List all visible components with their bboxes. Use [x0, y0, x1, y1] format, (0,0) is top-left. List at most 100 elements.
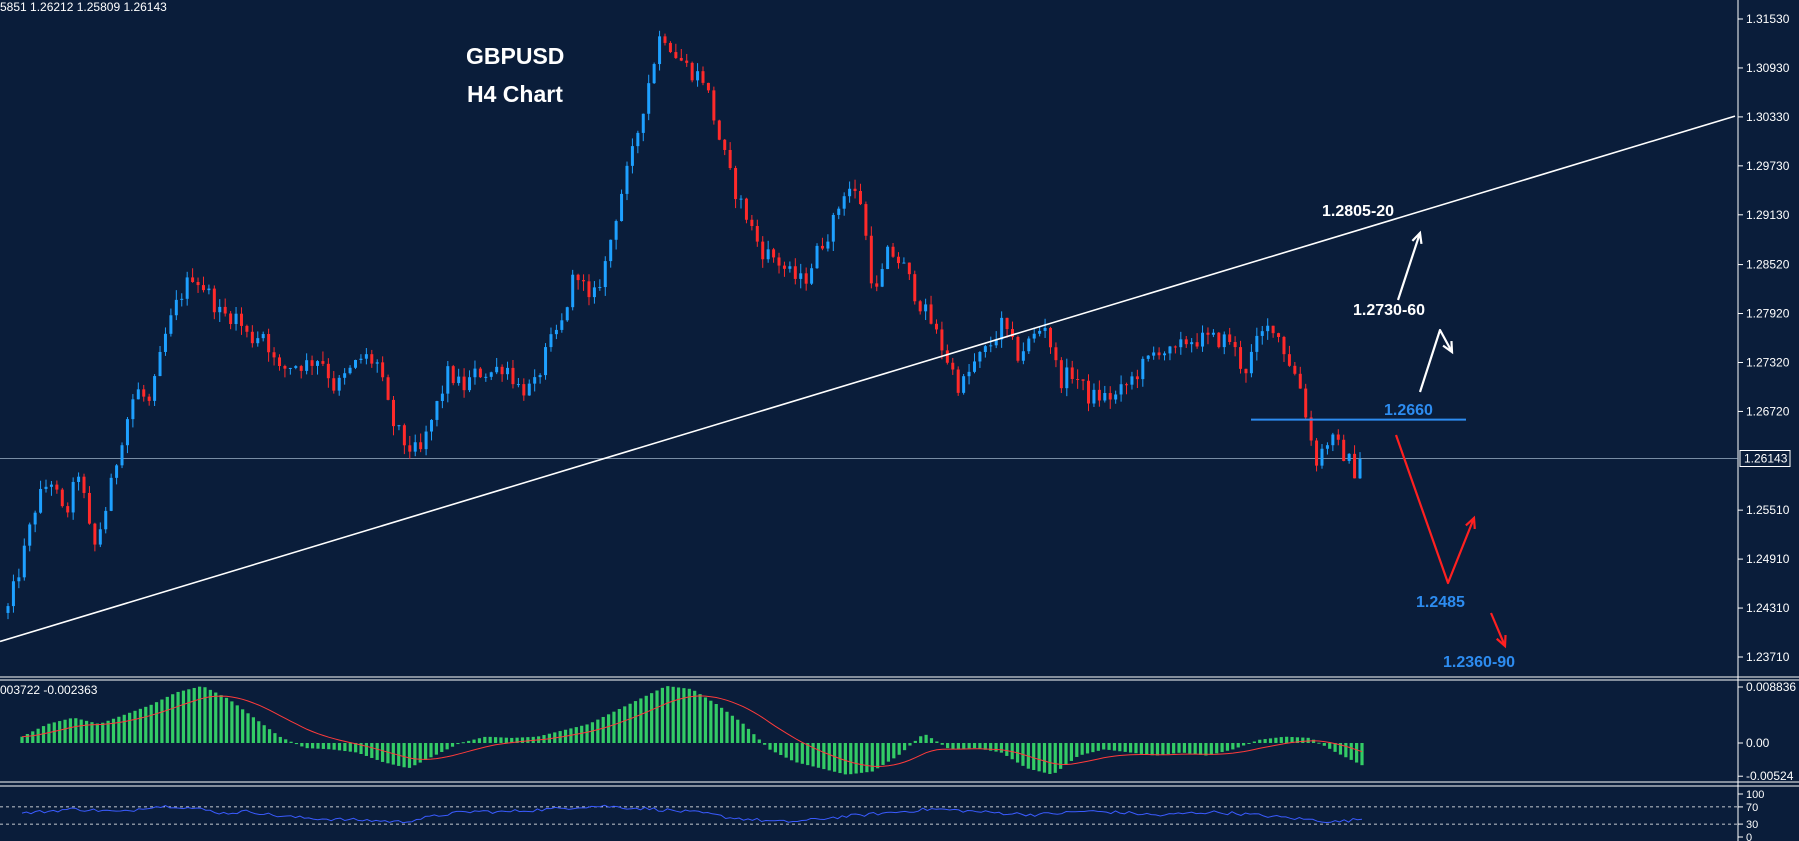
macd-hist-bar: [854, 743, 858, 774]
macd-hist-bar: [1123, 743, 1127, 752]
candle-body: [1222, 334, 1226, 348]
macd-hist-bar: [827, 743, 831, 771]
macd-hist-bar: [79, 719, 83, 743]
macd-hist-bar: [967, 743, 971, 749]
macd-hist-bar: [467, 740, 471, 743]
macd-hist-bar: [585, 724, 589, 743]
macd-hist-bar: [989, 743, 993, 751]
macd-hist-bar: [348, 743, 352, 752]
rsi-tick-label: 70: [1746, 802, 1758, 814]
candle-body: [299, 366, 303, 371]
macd-hist-bar: [1317, 742, 1321, 744]
macd-hist-bar: [101, 722, 105, 743]
candle-body: [913, 274, 917, 302]
candle-body: [886, 246, 890, 270]
candle-body: [516, 384, 520, 386]
candle-body: [234, 313, 238, 325]
macd-hist-bar: [128, 712, 132, 743]
candle-body: [1000, 317, 1004, 340]
candle-body: [869, 235, 873, 284]
candle-body: [440, 393, 444, 402]
candle-body: [967, 371, 971, 377]
candle-body: [647, 83, 651, 114]
price-tick-label: 1.28520: [1746, 258, 1790, 272]
candle-body: [354, 360, 358, 368]
macd-hist-bar: [413, 743, 417, 766]
candle-body: [386, 377, 390, 400]
candle-body: [283, 366, 287, 369]
candle-body: [641, 113, 645, 133]
candle-body: [337, 377, 341, 391]
macd-hist-bar: [1360, 743, 1364, 766]
price-tick-label: 1.29730: [1746, 159, 1790, 173]
macd-hist-bar: [590, 722, 595, 743]
macd-hist-bar: [235, 705, 239, 743]
candle-body: [109, 477, 113, 511]
candle-body: [1173, 346, 1177, 348]
candle-body: [1336, 434, 1340, 440]
macd-hist-bar: [47, 723, 51, 743]
candle-body: [1347, 453, 1351, 461]
macd-hist-bar: [849, 743, 853, 775]
candle-body: [272, 352, 276, 358]
candle-body: [934, 323, 938, 330]
macd-hist-bar: [515, 737, 519, 743]
candle-body: [55, 484, 59, 490]
candle-body: [1152, 352, 1156, 356]
macd-hist-bar: [806, 743, 810, 766]
macd-hist-bar: [1166, 743, 1170, 755]
candle-body: [163, 333, 167, 352]
candle-body: [1141, 358, 1145, 380]
macd-hist-bar: [332, 743, 336, 750]
candle-body: [364, 354, 368, 359]
macd-hist-bar: [919, 736, 923, 743]
macd-hist-bar: [779, 743, 783, 755]
macd-hist-bar: [1285, 736, 1289, 743]
candle-body: [1032, 333, 1036, 339]
candle-body: [956, 369, 960, 393]
candle-body: [603, 261, 607, 288]
macd-hist-bar: [31, 731, 35, 743]
candle-body: [1233, 342, 1237, 348]
candle-body: [750, 219, 754, 227]
candle-body: [1255, 335, 1259, 352]
macd-hist-bar: [1215, 743, 1219, 754]
macd-hist-bar: [493, 737, 498, 743]
macd-hist-bar: [1145, 743, 1149, 755]
macd-hist-bar: [1128, 743, 1133, 753]
price-tick-label: 1.30930: [1746, 61, 1790, 75]
candle-body: [120, 445, 124, 466]
macd-tick-label: 0.008836: [1746, 680, 1796, 694]
macd-hist-bar: [940, 743, 944, 745]
candle-body: [777, 257, 781, 266]
candle-body: [820, 245, 824, 249]
macd-hist-bar: [407, 743, 412, 768]
macd-hist-bar: [746, 728, 751, 743]
candle-body: [93, 523, 97, 545]
macd-hist-bar: [886, 743, 891, 762]
macd-hist-bar: [526, 737, 530, 743]
macd-hist-bar: [133, 710, 137, 743]
candle-body: [755, 226, 759, 242]
macd-hist-bar: [865, 743, 869, 773]
macd-hist-bar: [757, 739, 761, 743]
macd-hist-bar: [1048, 743, 1052, 774]
macd-hist-bar: [289, 741, 293, 743]
macd-hist-bar: [1118, 743, 1122, 752]
candle-body: [1331, 434, 1335, 446]
price-tick-label: 1.29130: [1746, 208, 1790, 222]
price-tick-label: 1.24910: [1746, 552, 1790, 566]
macd-hist-bar: [1161, 743, 1165, 755]
candle-body: [565, 307, 569, 321]
candle-body: [223, 306, 227, 314]
candle-body: [419, 442, 423, 450]
macd-tick-label: 0.00: [1746, 736, 1770, 750]
macd-hist-bar: [1306, 737, 1310, 743]
price-tick-label: 1.25510: [1746, 503, 1790, 517]
candle-body: [1043, 327, 1047, 331]
candle-body: [864, 204, 868, 236]
candle-body: [831, 214, 835, 242]
candle-body: [174, 299, 178, 316]
macd-hist-bar: [703, 697, 708, 743]
